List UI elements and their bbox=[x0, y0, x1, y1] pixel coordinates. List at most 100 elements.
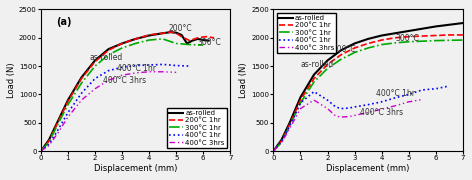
as-rolled bbox=[201, 39, 206, 41]
400°C 1hr bbox=[54, 130, 60, 132]
400°C 1hr bbox=[433, 88, 438, 90]
400°C 3hrs bbox=[392, 105, 398, 107]
400°C 1hr bbox=[311, 91, 317, 93]
400°C 3hrs bbox=[54, 133, 60, 135]
300°C 1hr bbox=[201, 44, 206, 46]
400°C 1hr bbox=[420, 89, 425, 91]
400°C 1hr bbox=[346, 107, 352, 109]
Line: 400°C 3hrs: 400°C 3hrs bbox=[41, 72, 176, 151]
400°C 1hr bbox=[406, 93, 412, 96]
400°C 3hrs bbox=[352, 114, 357, 116]
400°C 3hrs bbox=[333, 115, 338, 117]
400°C 1hr bbox=[379, 101, 385, 103]
400°C 1hr bbox=[333, 106, 338, 108]
Text: 400°C 1hr: 400°C 1hr bbox=[376, 89, 415, 98]
400°C 3hrs bbox=[65, 116, 71, 118]
Text: 400°C 1hr: 400°C 1hr bbox=[117, 64, 156, 73]
200°C 1hr bbox=[433, 34, 438, 37]
400°C 1hr bbox=[365, 103, 371, 106]
300°C 1hr bbox=[379, 44, 385, 46]
300°C 1hr bbox=[54, 125, 60, 127]
300°C 1hr bbox=[187, 44, 193, 46]
200°C 1hr bbox=[160, 32, 166, 34]
as-rolled bbox=[173, 32, 179, 34]
200°C 1hr bbox=[270, 150, 276, 152]
400°C 1hr bbox=[146, 64, 152, 66]
300°C 1hr bbox=[160, 38, 166, 40]
as-rolled bbox=[311, 74, 317, 76]
as-rolled bbox=[379, 34, 385, 37]
200°C 1hr bbox=[46, 140, 52, 142]
200°C 1hr bbox=[447, 34, 452, 36]
400°C 3hrs bbox=[160, 71, 166, 73]
200°C 1hr bbox=[79, 78, 84, 80]
200°C 1hr bbox=[119, 42, 125, 44]
400°C 1hr bbox=[173, 64, 179, 67]
as-rolled bbox=[352, 42, 357, 44]
200°C 1hr bbox=[287, 123, 293, 126]
as-rolled bbox=[287, 122, 293, 124]
Text: 300°C: 300°C bbox=[395, 34, 419, 43]
400°C 3hrs bbox=[119, 74, 125, 76]
200°C 1hr bbox=[278, 140, 284, 142]
as-rolled bbox=[460, 22, 466, 24]
as-rolled bbox=[278, 139, 284, 141]
Line: 300°C 1hr: 300°C 1hr bbox=[41, 39, 203, 151]
400°C 3hrs bbox=[325, 107, 330, 110]
400°C 1hr bbox=[119, 66, 125, 68]
400°C 1hr bbox=[92, 78, 98, 80]
400°C 3hrs bbox=[106, 79, 111, 81]
Line: as-rolled: as-rolled bbox=[273, 23, 463, 151]
as-rolled bbox=[365, 38, 371, 40]
as-rolled bbox=[392, 32, 398, 34]
400°C 3hrs bbox=[311, 99, 317, 101]
400°C 3hrs bbox=[38, 150, 44, 152]
as-rolled bbox=[270, 150, 276, 152]
400°C 1hr bbox=[278, 140, 284, 143]
200°C 1hr bbox=[325, 63, 330, 66]
400°C 3hrs bbox=[365, 111, 371, 114]
as-rolled bbox=[119, 42, 125, 44]
300°C 1hr bbox=[133, 42, 138, 44]
200°C 1hr bbox=[187, 40, 193, 42]
400°C 1hr bbox=[298, 102, 303, 104]
Text: 400°C 3hrs: 400°C 3hrs bbox=[360, 108, 403, 117]
300°C 1hr bbox=[352, 51, 357, 54]
300°C 1hr bbox=[338, 58, 344, 60]
400°C 3hrs bbox=[146, 71, 152, 73]
400°C 1hr bbox=[270, 150, 276, 152]
400°C 1hr bbox=[38, 150, 44, 152]
400°C 3hrs bbox=[406, 101, 412, 103]
300°C 1hr bbox=[65, 103, 71, 106]
400°C 3hrs bbox=[79, 99, 84, 101]
Y-axis label: Load (N): Load (N) bbox=[239, 62, 248, 98]
200°C 1hr bbox=[338, 54, 344, 56]
400°C 3hrs bbox=[298, 107, 303, 110]
300°C 1hr bbox=[420, 40, 425, 42]
200°C 1hr bbox=[379, 39, 385, 41]
as-rolled bbox=[168, 31, 174, 33]
as-rolled bbox=[133, 38, 138, 40]
200°C 1hr bbox=[173, 32, 179, 34]
400°C 1hr bbox=[287, 125, 293, 127]
400°C 3hrs bbox=[338, 116, 344, 118]
400°C 3hrs bbox=[278, 141, 284, 144]
200°C 1hr bbox=[311, 78, 317, 80]
200°C 1hr bbox=[146, 34, 152, 36]
as-rolled bbox=[54, 122, 60, 124]
400°C 3hrs bbox=[287, 127, 293, 130]
400°C 3hrs bbox=[270, 150, 276, 152]
Text: as-rolled: as-rolled bbox=[301, 60, 334, 69]
Legend: as-rolled, 200°C 1hr, 300°C 1hr, 400°C 1hr, 400°C 3hrs: as-rolled, 200°C 1hr, 300°C 1hr, 400°C 1… bbox=[167, 108, 227, 148]
as-rolled bbox=[447, 24, 452, 26]
300°C 1hr bbox=[311, 81, 317, 83]
Legend: as-rolled, 200°C 1hr, 300°C 1hr, 400°C 1hr, 400°C 3hrs: as-rolled, 200°C 1hr, 300°C 1hr, 400°C 1… bbox=[277, 13, 337, 53]
400°C 1hr bbox=[46, 143, 52, 145]
200°C 1hr bbox=[211, 37, 217, 39]
400°C 3hrs bbox=[46, 144, 52, 147]
Text: (a): (a) bbox=[56, 17, 72, 26]
Text: 200°C: 200°C bbox=[333, 45, 356, 54]
Line: as-rolled: as-rolled bbox=[41, 32, 209, 151]
400°C 3hrs bbox=[420, 98, 425, 101]
300°C 1hr bbox=[270, 150, 276, 152]
